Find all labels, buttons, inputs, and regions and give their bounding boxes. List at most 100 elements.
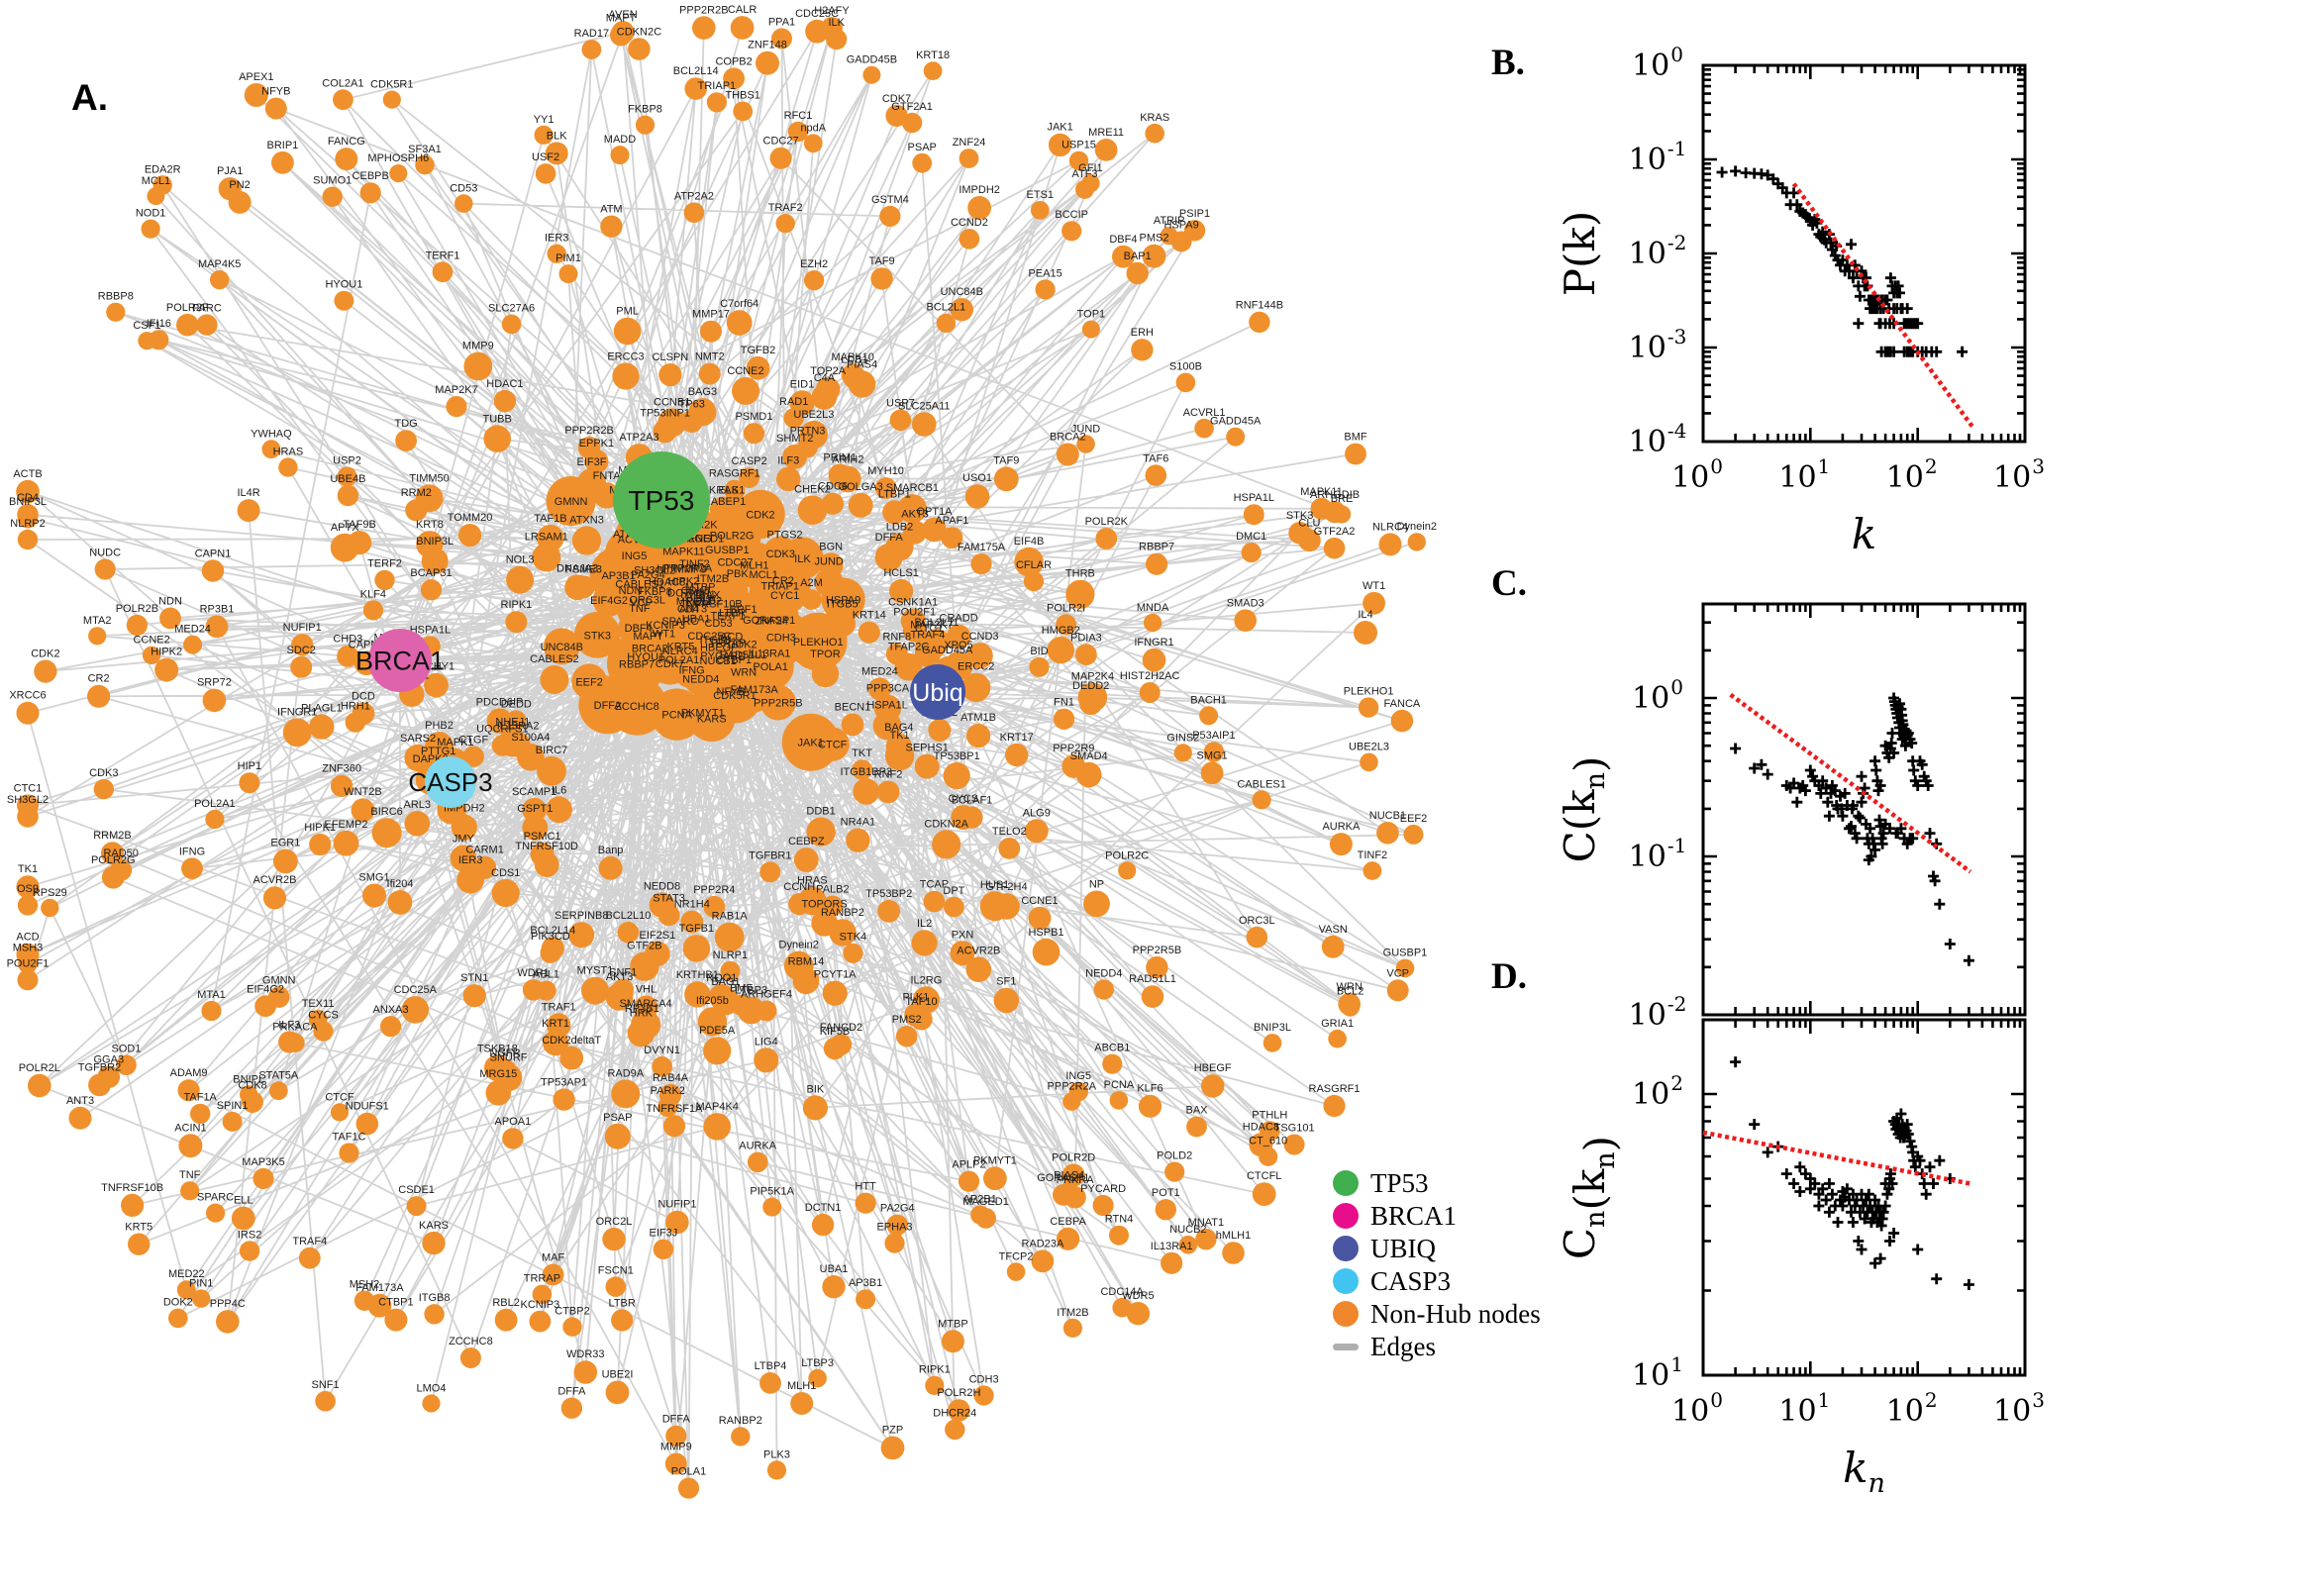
gene-label: RBBP7 xyxy=(619,658,655,670)
gene-label: Dynein2 xyxy=(779,940,819,951)
network-node xyxy=(128,1233,151,1255)
gene-label: TRAF4 xyxy=(910,630,945,642)
gene-label: JAK1 xyxy=(1047,122,1072,134)
gene-label: LTBP1 xyxy=(878,488,911,500)
network-node xyxy=(1345,443,1366,465)
network-node xyxy=(726,580,749,602)
network-node xyxy=(1249,1133,1273,1157)
gene-label: PCNA xyxy=(1104,1079,1135,1091)
network-node xyxy=(101,842,124,865)
gene-label: MAP3K5 xyxy=(242,1156,284,1168)
gene-label: C7orf64 xyxy=(720,298,758,310)
network-node xyxy=(739,467,759,488)
gene-label: MTBP xyxy=(938,1318,968,1330)
network-node xyxy=(17,504,39,526)
network-node xyxy=(202,688,227,713)
gene-label: FANCD2 xyxy=(820,1022,862,1034)
gene-label: MAPK11 xyxy=(1300,486,1343,498)
network-node xyxy=(680,910,704,934)
gene-label: TEX11 xyxy=(302,998,335,1010)
network-node xyxy=(811,1213,835,1237)
gene-label: GGA3 xyxy=(94,1053,125,1065)
gene-label: ARL3 xyxy=(404,799,432,811)
network-node xyxy=(684,77,707,100)
gene-label: CABLES2 xyxy=(530,653,579,665)
network-node xyxy=(970,553,992,575)
network-node xyxy=(959,229,980,249)
gene-label: PPA1 xyxy=(768,16,795,28)
network-node xyxy=(180,1181,200,1201)
network-node xyxy=(872,711,902,741)
gene-label: DVYN1 xyxy=(644,1045,680,1056)
gene-label: CSF1 xyxy=(133,320,160,332)
gene-label: ELL xyxy=(234,1195,253,1207)
gene-label: NMT2 xyxy=(695,351,725,363)
gene-label: BNIP3L xyxy=(9,496,47,508)
network-node xyxy=(560,1397,583,1419)
gene-label: KLF6 xyxy=(1137,1083,1162,1095)
gene-label: IL2 xyxy=(917,918,932,930)
gene-label: CCNB1 xyxy=(654,396,690,408)
gene-label: DOK2 xyxy=(163,1297,193,1309)
gene-label: EIF4B xyxy=(1014,536,1045,548)
network-node xyxy=(737,996,765,1025)
gene-label: SPIN1 xyxy=(217,1100,249,1112)
network-node xyxy=(424,672,449,698)
network-node xyxy=(993,987,1020,1014)
gene-label: POLR2F xyxy=(166,302,209,314)
gene-label: CDK3 xyxy=(766,549,795,560)
network-node xyxy=(404,744,432,772)
network-node xyxy=(781,713,840,771)
gene-label: KRAS xyxy=(709,484,739,496)
gene-label: NDN xyxy=(619,585,643,597)
gene-label: ACIN1 xyxy=(174,1122,206,1134)
gene-label: CABLES1 xyxy=(615,578,664,590)
gene-label: HRAS xyxy=(273,446,304,457)
gene-label: EID1 xyxy=(790,378,814,390)
network-node xyxy=(612,362,640,390)
gene-label: ENG xyxy=(688,534,712,546)
node-swatch-icon xyxy=(1333,1170,1359,1196)
network-node xyxy=(16,943,40,966)
gene-label: BMF xyxy=(730,983,754,995)
hub-nodes: TP53 BRCA1 Ubiq CASP3 xyxy=(355,451,965,808)
gene-label: NGFR xyxy=(489,1047,520,1059)
gene-label: IL6 xyxy=(552,784,566,796)
gene-label: ITGB5 xyxy=(827,599,858,611)
network-node xyxy=(983,1166,1007,1191)
network-node xyxy=(886,1214,908,1236)
gene-label: SMARCB1 xyxy=(886,482,939,494)
gene-label: TRRAP xyxy=(709,638,746,649)
gene-label: CASP2 xyxy=(732,455,767,467)
network-node xyxy=(1062,1318,1082,1338)
gene-label: BRCA2 xyxy=(632,643,668,654)
network-node xyxy=(1323,537,1346,559)
gene-label: POLR2L xyxy=(19,1062,60,1074)
gene-label: HSPA9 xyxy=(1163,219,1198,231)
gene-label: PTTG1 xyxy=(421,746,455,757)
legend-label: Non-Hub nodes xyxy=(1370,1298,1541,1329)
gene-label: PYCARD xyxy=(1080,1183,1126,1195)
gene-label: THBS1 xyxy=(725,90,759,102)
gene-label: EZH2 xyxy=(800,258,828,270)
network-node xyxy=(192,1289,211,1308)
gene-label: TIMM50 xyxy=(409,472,449,484)
network-node xyxy=(943,762,970,790)
gene-label: KARS xyxy=(419,1220,449,1232)
network-node xyxy=(562,1317,582,1337)
network-node xyxy=(912,986,941,1014)
gene-label: LTBP4 xyxy=(755,1360,787,1372)
network-node xyxy=(176,313,199,337)
gene-label: WDR5 xyxy=(1122,1290,1154,1302)
network-node xyxy=(843,365,866,389)
gene-label: IL13RA1 xyxy=(1151,1241,1193,1252)
network-node xyxy=(88,627,107,646)
gene-label: CLU xyxy=(1298,517,1320,529)
network-node xyxy=(1118,861,1137,880)
gene-label: TNFRSF10B xyxy=(101,1182,163,1194)
gene-label: HTT xyxy=(656,563,678,575)
gene-label: RAB4A xyxy=(653,1072,689,1084)
gene-label: TOPORS xyxy=(801,898,847,910)
network-node xyxy=(506,710,527,731)
